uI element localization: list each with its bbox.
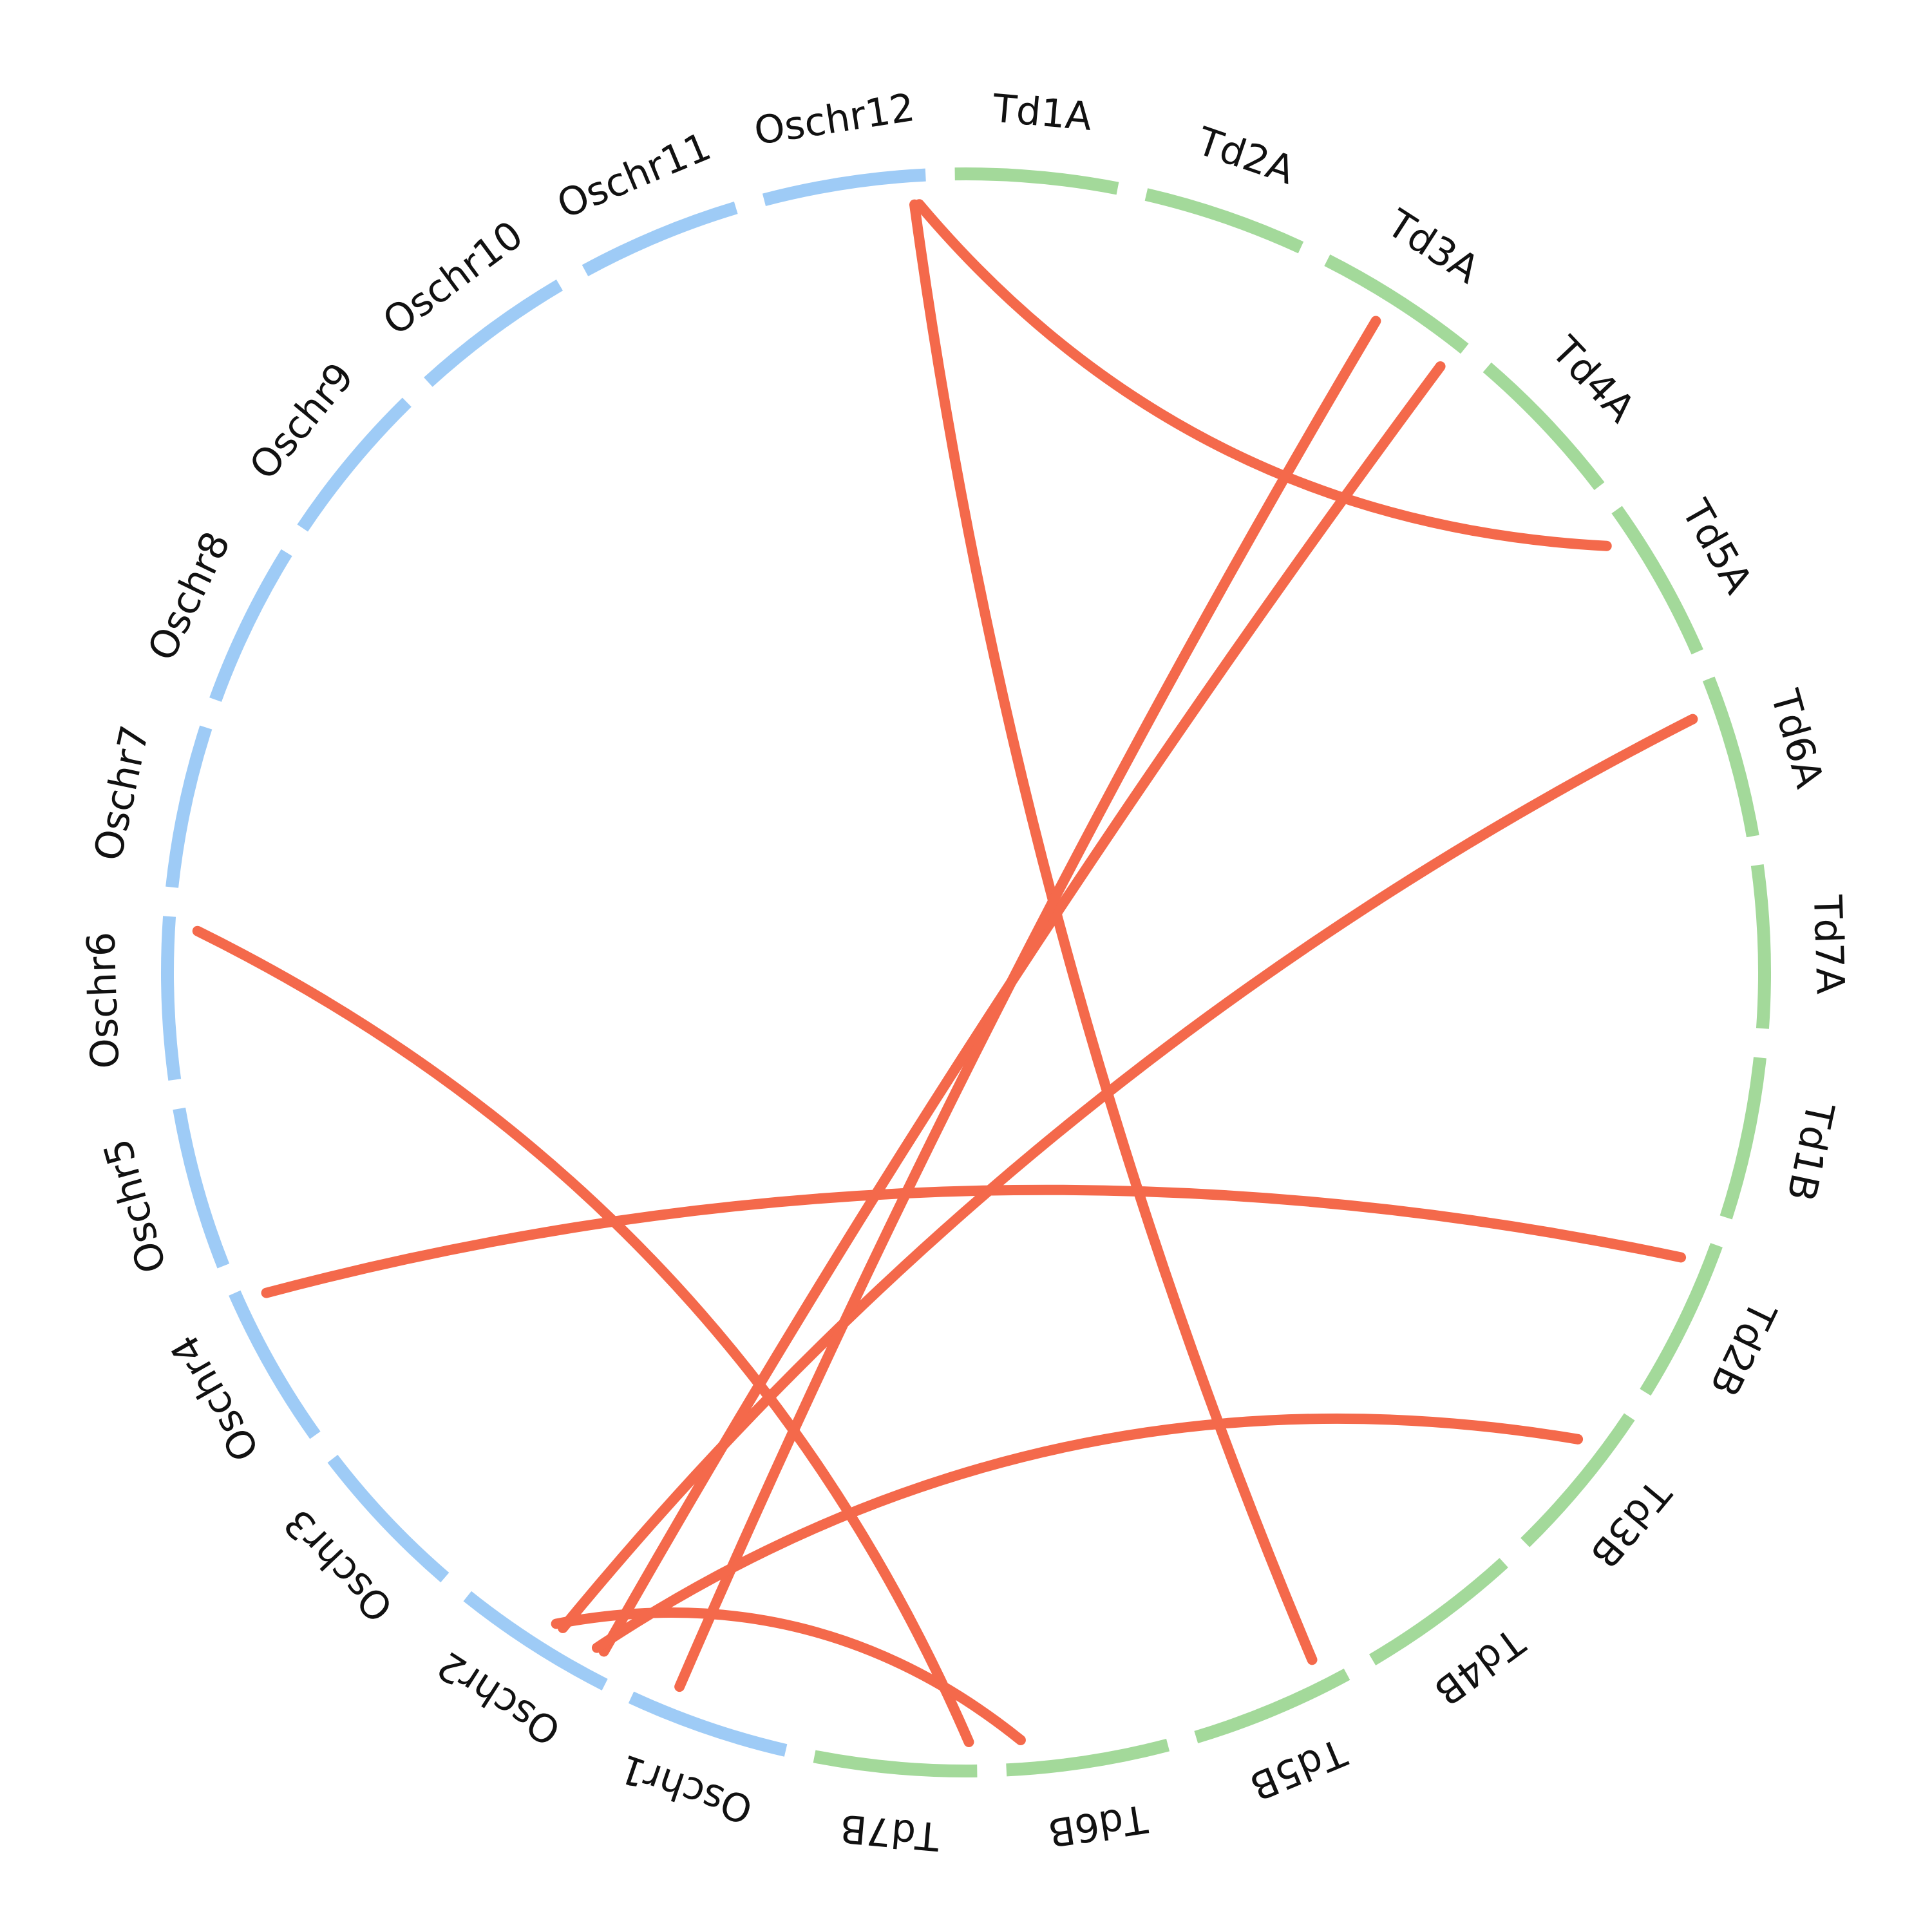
labels-layer: Td1A Td2A Td3A Td4A Td5A Td6A Td7A Td1B Td2BTd3B… (79, 85, 1852, 1859)
chromosome-arc-oschr3 (327, 1455, 450, 1583)
chromosome-label-oschr1: Oschr1 (614, 1745, 759, 1832)
chromosome-arc-oschr6 (161, 916, 182, 1081)
chromosome-arc-td3a (1324, 254, 1469, 354)
chromosome-label-oschr7: Oschr7 (86, 721, 158, 864)
chromosome-arc-td4a (1482, 362, 1605, 490)
chromosome-label-td3a: Td3A (1379, 201, 1487, 293)
chromosome-label-td2b: Td2B (1701, 1294, 1785, 1403)
chromosome-arc-td6b (1006, 1739, 1170, 1777)
chromosome-label-td7b: Td7B (838, 1805, 942, 1859)
chromosome-arc-oschr7 (166, 725, 213, 888)
chromosome-label-oschr8: Oschr8 (139, 525, 240, 668)
chromosome-arc-td4b (1368, 1558, 1508, 1666)
synteny-link-oschr6-td7b-2 (192, 925, 974, 1747)
chromosome-arc-oschr12 (762, 168, 926, 206)
chromosome-arc-oschr1 (628, 1691, 788, 1757)
chromosome-label-oschr12: Oschr12 (751, 85, 917, 154)
chromosome-label-oschr6: Oschr6 (79, 931, 128, 1069)
chromosome-arc-td5b (1194, 1669, 1350, 1743)
chromosome-label-oschr5: Oschr5 (95, 1134, 176, 1278)
chromosome-label-td4b: Td4B (1426, 1618, 1533, 1714)
chromosome-arc-td1a (954, 167, 1119, 195)
synteny-link-oschr1-td3a-6 (674, 316, 1381, 1692)
synteny-link-oschr2-td3b-8 (591, 1413, 1584, 1653)
chromosome-label-td1a: Td1A (990, 86, 1094, 139)
chromosome-label-td6b: Td6B (1045, 1795, 1151, 1855)
chromosome-arc-oschr10 (424, 279, 564, 387)
chromosome-arc-td6a (1702, 676, 1759, 838)
chromosome-arc-td3b (1520, 1413, 1635, 1548)
chromosome-arc-td7b (813, 1750, 978, 1777)
chromosome-label-oschr11: Oschr11 (551, 124, 717, 228)
synteny-link-oschr12-td5a-0 (914, 199, 1612, 551)
chromosome-label-oschr4: Oschr4 (162, 1327, 269, 1468)
chromosome-arc-oschr9 (297, 397, 412, 532)
chromosome-arc-td2b (1640, 1243, 1723, 1396)
chromosome-arc-oschr2 (463, 1591, 608, 1690)
chromosome-arc-oschr4 (229, 1290, 321, 1439)
chromosome-arc-td7a (1750, 864, 1771, 1029)
chromosome-arc-oschr5 (173, 1107, 230, 1269)
links-layer (192, 199, 1698, 1747)
synteny-link-oschr4-td2b-3 (261, 1184, 1687, 1298)
chromosome-arc-oschr11 (582, 202, 738, 276)
chromosome-label-td1b: Td1B (1777, 1098, 1842, 1205)
ideogram-layer (161, 167, 1771, 1777)
chromosome-label-td3b: Td3B (1581, 1470, 1680, 1576)
synteny-link-oschr2-td6b-7 (551, 1607, 1026, 1745)
chromosome-label-td2a: Td2A (1191, 118, 1300, 193)
chromosome-arc-td2a (1144, 188, 1304, 254)
chromosome-arc-td5a (1611, 506, 1703, 655)
chromosome-label-td5a: Td5A (1672, 492, 1761, 601)
chromosome-arc-oschr8 (209, 549, 292, 702)
synteny-link-oschr12-td5b-1 (909, 199, 1318, 1665)
chromosome-label-td7a: Td7A (1804, 894, 1853, 995)
chromosome-label-td5b: Td5B (1244, 1729, 1353, 1809)
chromosome-arc-td1b (1719, 1057, 1766, 1220)
chromosome-label-td6a: Td6A (1761, 685, 1832, 793)
chromosome-label-td4a: Td4A (1542, 328, 1643, 431)
